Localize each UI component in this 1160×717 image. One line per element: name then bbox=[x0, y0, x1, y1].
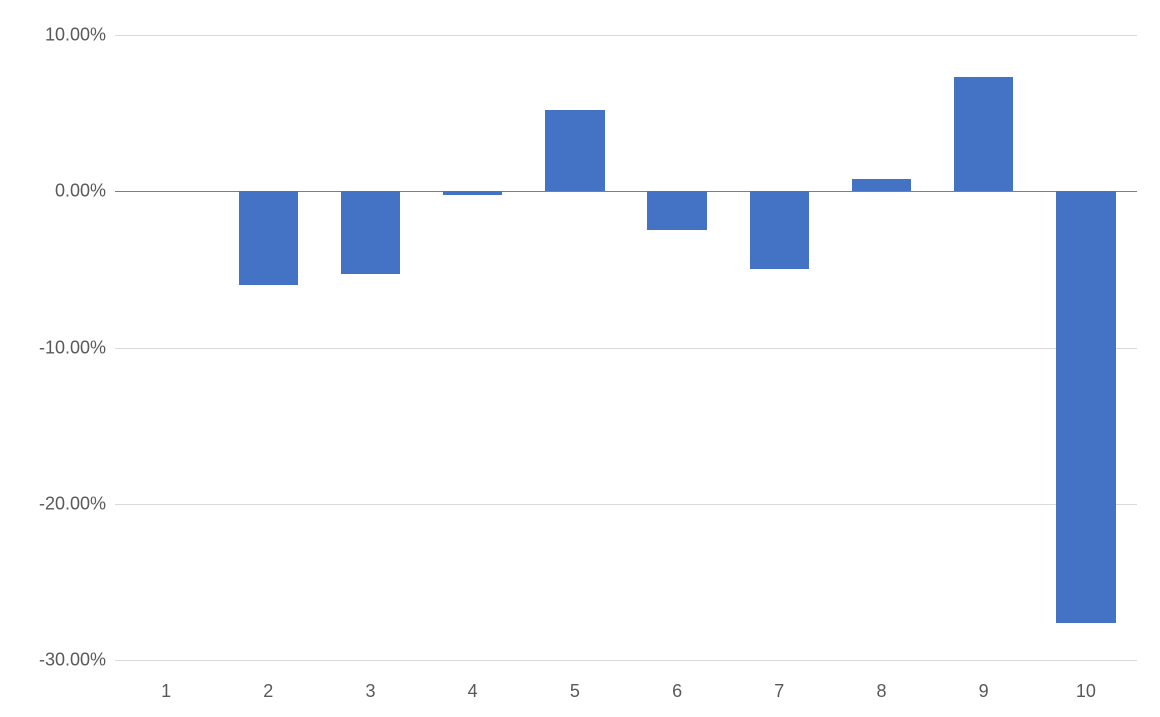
x-axis-tick-label: 4 bbox=[468, 681, 478, 702]
plot-area bbox=[115, 35, 1137, 660]
y-axis-tick-label: 0.00% bbox=[0, 181, 106, 202]
y-axis-tick-label: 10.00% bbox=[0, 25, 106, 46]
x-axis-tick-label: 8 bbox=[876, 681, 886, 702]
bar bbox=[1056, 191, 1115, 622]
bar bbox=[443, 191, 502, 195]
x-axis-tick-label: 2 bbox=[263, 681, 273, 702]
bar-chart: 10.00% 0.00% -10.00% -20.00% -30.00% 1 2 3 4 5 6 7 8… bbox=[0, 0, 1160, 717]
gridline bbox=[115, 348, 1137, 349]
bar bbox=[852, 179, 911, 192]
bar bbox=[341, 191, 400, 274]
gridline bbox=[115, 35, 1137, 36]
gridline bbox=[115, 504, 1137, 505]
y-axis-tick-label: -30.00% bbox=[0, 650, 106, 671]
x-axis-tick-label: 10 bbox=[1076, 681, 1096, 702]
bar bbox=[647, 191, 706, 230]
x-axis-tick-label: 6 bbox=[672, 681, 682, 702]
bar bbox=[239, 191, 298, 285]
x-axis-tick-label: 3 bbox=[365, 681, 375, 702]
x-axis-tick-label: 1 bbox=[161, 681, 171, 702]
bar bbox=[750, 191, 809, 269]
x-axis-tick-label: 7 bbox=[774, 681, 784, 702]
x-axis-tick-label: 9 bbox=[979, 681, 989, 702]
gridline bbox=[115, 660, 1137, 661]
x-axis-tick-label: 5 bbox=[570, 681, 580, 702]
y-axis-tick-label: -10.00% bbox=[0, 337, 106, 358]
y-axis-tick-label: -20.00% bbox=[0, 493, 106, 514]
bar bbox=[545, 110, 604, 191]
bar bbox=[954, 77, 1013, 191]
